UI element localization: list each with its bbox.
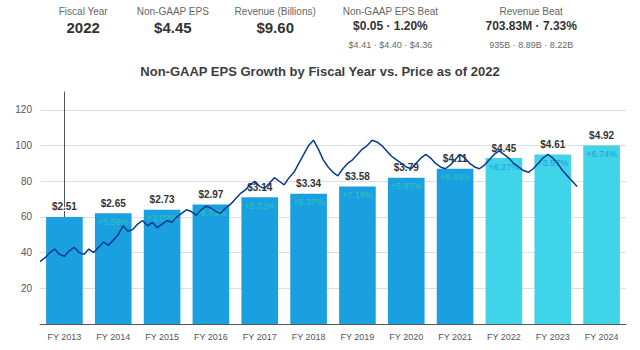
svg-text:+5.72%: +5.72% (244, 201, 275, 211)
svg-text:$3.34: $3.34 (296, 178, 321, 189)
svg-text:+7.19%: +7.19% (342, 190, 373, 200)
svg-text:+3.02%: +3.02% (146, 213, 178, 224)
svg-text:FY 2014: FY 2014 (96, 332, 130, 342)
svg-text:FY 2024: FY 2024 (585, 332, 619, 342)
svg-text:+5.87%: +5.87% (391, 181, 422, 191)
svg-text:FY 2015: FY 2015 (145, 332, 179, 342)
svg-text:FY 2022: FY 2022 (487, 332, 521, 342)
svg-text:+8.27%: +8.27% (489, 162, 520, 172)
svg-text:703.83M · 7.33%: 703.83M · 7.33% (486, 19, 578, 33)
svg-text:40: 40 (21, 247, 33, 258)
svg-text:$4.61: $4.61 (540, 139, 565, 150)
svg-text:$3.58: $3.58 (345, 171, 370, 182)
svg-text:2022: 2022 (67, 19, 100, 36)
svg-text:$2.65: $2.65 (101, 198, 126, 209)
svg-text:$2.51: $2.51 (52, 201, 77, 212)
svg-text:Non-GAAP EPS Beat: Non-GAAP EPS Beat (343, 6, 439, 17)
svg-text:935B · 8.89B · 8.22B: 935B · 8.89B · 8.22B (489, 40, 573, 50)
svg-text:FY 2018: FY 2018 (292, 332, 326, 342)
svg-text:60: 60 (21, 211, 33, 222)
svg-text:$4.45: $4.45 (491, 143, 516, 154)
svg-text:Revenue (Billions): Revenue (Billions) (235, 6, 316, 17)
svg-text:$3.79: $3.79 (393, 162, 419, 174)
svg-text:$0.05 · 1.20%: $0.05 · 1.20% (353, 19, 428, 33)
svg-text:+6.74%: +6.74% (586, 149, 617, 159)
svg-text:$2.97: $2.97 (198, 189, 223, 200)
svg-text:Non-GAAP EPS: Non-GAAP EPS (137, 6, 209, 17)
svg-text:+3.57%: +3.57% (537, 158, 569, 168)
svg-text:$4.92: $4.92 (589, 130, 614, 141)
svg-text:Revenue Beat: Revenue Beat (500, 6, 564, 17)
svg-text:FY 2021: FY 2021 (438, 332, 472, 342)
svg-text:80: 80 (21, 176, 33, 187)
svg-text:FY 2016: FY 2016 (194, 332, 228, 342)
svg-text:20: 20 (21, 283, 33, 294)
svg-text:+6.37%: +6.37% (293, 197, 324, 207)
svg-text:+5.58%: +5.58% (98, 217, 129, 227)
svg-text:FY 2023: FY 2023 (536, 332, 570, 342)
svg-text:$9.60: $9.60 (256, 19, 294, 36)
svg-text:FY 2013: FY 2013 (47, 332, 81, 342)
svg-text:100: 100 (15, 140, 32, 151)
svg-text:$3.14: $3.14 (247, 181, 273, 193)
svg-text:$2.73: $2.73 (150, 194, 175, 205)
svg-text:120: 120 (15, 104, 32, 115)
svg-text:+8.79%: +8.79% (195, 207, 227, 218)
svg-text:Non-GAAP EPS Growth by Fiscal: Non-GAAP EPS Growth by Fiscal Year vs. P… (140, 64, 499, 79)
svg-text:$4.11: $4.11 (442, 153, 468, 165)
svg-text:$4.45: $4.45 (154, 19, 192, 36)
svg-text:FY 2019: FY 2019 (340, 332, 374, 342)
svg-text:Fiscal Year: Fiscal Year (59, 6, 109, 17)
svg-text:$4.41 · $4.40 · $4.36: $4.41 · $4.40 · $4.36 (349, 40, 433, 50)
svg-text:FY 2020: FY 2020 (389, 332, 423, 342)
svg-text:FY 2017: FY 2017 (243, 332, 277, 342)
svg-text:+8.44%: +8.44% (440, 172, 471, 182)
